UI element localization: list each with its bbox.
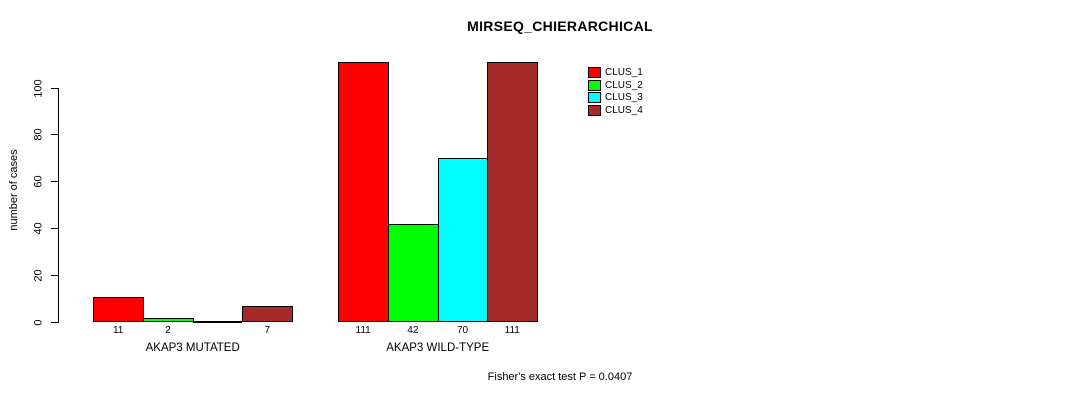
bar (487, 62, 539, 323)
legend-swatch-icon (588, 105, 601, 117)
y-tick-label: 0 (32, 319, 45, 326)
y-tick-mark (51, 228, 58, 230)
bar (388, 224, 439, 323)
bar-zero (192, 321, 243, 323)
legend-item: CLUS_1 (588, 66, 643, 79)
legend-label: CLUS_4 (605, 105, 643, 117)
x-group-label: AKAP3 MUTATED (145, 342, 240, 354)
legend-item: CLUS_3 (588, 92, 643, 105)
y-tick-label: 20 (32, 269, 45, 282)
x-group-label: AKAP3 WILD-TYPE (386, 342, 490, 354)
y-tick-mark (51, 181, 58, 183)
legend-label: CLUS_3 (605, 92, 643, 104)
bar (437, 158, 489, 323)
chart-title: MIRSEQ_CHIERARCHICAL (467, 18, 653, 34)
y-tick-label: 80 (32, 128, 45, 142)
legend-item: CLUS_2 (588, 79, 643, 92)
y-tick-mark (51, 322, 58, 323)
bar (93, 296, 144, 323)
bar-value-label: 42 (407, 325, 419, 336)
y-tick-mark (51, 87, 58, 89)
bar-value-label: 11 (112, 325, 124, 336)
y-tick-label: 40 (32, 222, 45, 235)
legend-label: CLUS_2 (605, 79, 643, 91)
legend: CLUS_1 CLUS_2 CLUS_3 CLUS_4 (588, 66, 643, 117)
legend-swatch-icon (588, 79, 601, 91)
y-tick-label: 100 (32, 78, 45, 98)
legend-label: CLUS_1 (605, 66, 643, 78)
bar-value-label: 7 (264, 325, 271, 336)
y-tick-mark (51, 275, 58, 277)
y-axis-title: number of cases (8, 149, 20, 231)
fisher-test-annotation: Fisher's exact test P = 0.0407 (487, 371, 633, 383)
y-tick-label: 60 (32, 175, 45, 188)
bar-value-label: 70 (456, 325, 469, 336)
legend-swatch-icon (588, 92, 601, 104)
bar (338, 62, 389, 323)
y-axis-line (58, 88, 59, 323)
y-tick-mark (51, 134, 58, 136)
legend-swatch-icon (588, 66, 601, 78)
bar-value-label: 111 (504, 325, 520, 336)
legend-item: CLUS_4 (588, 104, 643, 117)
bar-value-label: 2 (165, 325, 171, 336)
bar (242, 306, 294, 323)
bar-value-label: 111 (355, 325, 371, 336)
bar (143, 317, 194, 323)
